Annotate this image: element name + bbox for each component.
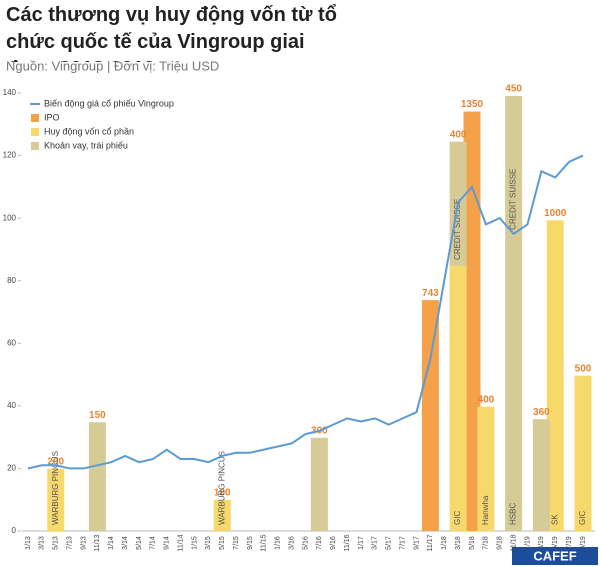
investor-label: CREDIT SUISSE bbox=[453, 199, 462, 260]
x-tick-label: 1/13 bbox=[25, 536, 32, 550]
legend-swatch bbox=[31, 142, 39, 150]
x-tick-label: 5/16 bbox=[302, 536, 309, 550]
value-label: 450 bbox=[505, 84, 522, 95]
x-tick-label: 3/17 bbox=[372, 536, 379, 550]
y-tick-label: 100 bbox=[3, 213, 17, 222]
x-tick-label: 7/19 bbox=[566, 536, 573, 550]
bar bbox=[463, 111, 481, 532]
legend-label: IPO bbox=[44, 112, 60, 122]
watermark: CAFEF bbox=[533, 548, 576, 563]
watermark-bg bbox=[512, 547, 598, 565]
bar bbox=[505, 235, 523, 532]
x-tick-label: 3/13 bbox=[39, 536, 46, 550]
x-tick-label: 3/16 bbox=[288, 536, 295, 550]
x-tick-label: 5/15 bbox=[219, 536, 226, 550]
bar bbox=[88, 422, 106, 469]
x-tick-label: 7/18 bbox=[483, 536, 490, 550]
x-tick-label: 3/14 bbox=[122, 536, 129, 550]
y-tick-label: 140 bbox=[3, 88, 17, 97]
x-tick-label: 7/17 bbox=[399, 536, 406, 550]
bar bbox=[574, 375, 592, 531]
x-tick-label: 1/16 bbox=[275, 536, 282, 550]
bar bbox=[505, 96, 523, 236]
bar bbox=[47, 468, 65, 531]
x-tick-label: 5/17 bbox=[386, 536, 393, 550]
x-tick-label: 1/15 bbox=[191, 536, 198, 550]
x-tick-label: 1/17 bbox=[358, 536, 365, 550]
value-label: 400 bbox=[478, 394, 495, 405]
investor-label: WARBURG PINCUS bbox=[51, 451, 60, 525]
x-tick-label: 7/13 bbox=[66, 536, 73, 550]
legend-label: Khoản vay, trái phiếu bbox=[44, 140, 128, 150]
x-tick-label: 11/13 bbox=[94, 534, 101, 551]
y-tick-label: 0 bbox=[12, 526, 17, 535]
x-tick-label: 9/18 bbox=[497, 536, 504, 550]
x-tick-label: 9/13 bbox=[80, 536, 87, 550]
x-tick-label: 1/14 bbox=[108, 536, 115, 550]
legend-swatch bbox=[31, 114, 39, 122]
investor-label: SK bbox=[550, 514, 559, 525]
y-tick-label: 40 bbox=[7, 401, 16, 410]
investor-label: WARBURG PINCUS bbox=[217, 451, 226, 525]
x-tick-label: 7/15 bbox=[233, 536, 240, 550]
investor-label: Hanwha bbox=[481, 495, 490, 525]
bar bbox=[546, 220, 564, 532]
x-tick-label: 11/15 bbox=[261, 534, 268, 551]
x-tick-label: 9/14 bbox=[164, 536, 171, 550]
bar bbox=[421, 300, 439, 531]
investor-label: HSBC bbox=[509, 503, 518, 525]
bar bbox=[88, 468, 106, 531]
x-tick-label: 9/16 bbox=[330, 536, 337, 550]
value-label: 150 bbox=[89, 410, 106, 421]
y-tick-label: 120 bbox=[3, 151, 17, 160]
bar bbox=[310, 437, 328, 531]
x-tick-label: 9/17 bbox=[413, 536, 420, 550]
x-tick-label: 1/18 bbox=[441, 536, 448, 550]
investor-label: GIC bbox=[453, 511, 462, 525]
x-tick-label: 5/19 bbox=[552, 536, 559, 550]
chart-subtitle: Nguồn: Vingroup | Đơn vị: Triệu USD bbox=[6, 58, 219, 73]
x-tick-label: 3/15 bbox=[205, 536, 212, 550]
value-label: 100 bbox=[214, 488, 231, 499]
x-tick-label: 3/19 bbox=[538, 536, 545, 550]
value-label: 200 bbox=[47, 456, 64, 467]
value-label: 400 bbox=[450, 129, 467, 140]
legend-swatch bbox=[31, 128, 39, 136]
x-tick-label: 11/16 bbox=[344, 534, 351, 551]
x-tick-label: 5/13 bbox=[53, 536, 60, 550]
x-tick-label: 11/14 bbox=[177, 534, 184, 551]
value-label: 360 bbox=[533, 407, 550, 418]
bar bbox=[477, 406, 495, 531]
investor-label: GIC bbox=[578, 511, 587, 525]
x-tick-label: 7/16 bbox=[316, 536, 323, 550]
bar bbox=[213, 499, 231, 531]
x-tick-label: 7/14 bbox=[150, 536, 157, 550]
x-tick-label: 3/18 bbox=[455, 536, 462, 550]
x-tick-label: 9/19 bbox=[580, 536, 587, 550]
bar bbox=[532, 419, 550, 531]
x-tick-label: 11/17 bbox=[427, 534, 434, 551]
bar bbox=[449, 265, 467, 531]
x-tick-label: 1/19 bbox=[524, 536, 531, 550]
legend-label: Biến động giá cổ phiếu Vingroup bbox=[44, 98, 174, 108]
y-tick-label: 80 bbox=[7, 276, 16, 285]
x-tick-label: 5/14 bbox=[136, 536, 143, 550]
chart-title: Các thương vụ huy động vốn từ tổ chức qu… bbox=[6, 4, 337, 62]
value-label: 1350 bbox=[461, 99, 484, 110]
value-label: 1000 bbox=[544, 208, 567, 219]
x-tick-label: 5/18 bbox=[469, 536, 476, 550]
legend-label: Huy động vốn cổ phần bbox=[44, 126, 134, 136]
title-box: Các thương vụ huy động vốn từ tổ chức qu… bbox=[6, 4, 337, 62]
value-label: 743 bbox=[422, 288, 439, 299]
x-tick-label: 9/15 bbox=[247, 536, 254, 550]
price-line bbox=[27, 154, 584, 470]
y-tick-label: 20 bbox=[7, 464, 16, 473]
x-tick-label: 11/18 bbox=[510, 534, 517, 551]
value-label: 500 bbox=[575, 363, 592, 374]
y-tick-label: 60 bbox=[7, 338, 16, 347]
investor-label: CREDIT SUISSE bbox=[509, 169, 518, 230]
